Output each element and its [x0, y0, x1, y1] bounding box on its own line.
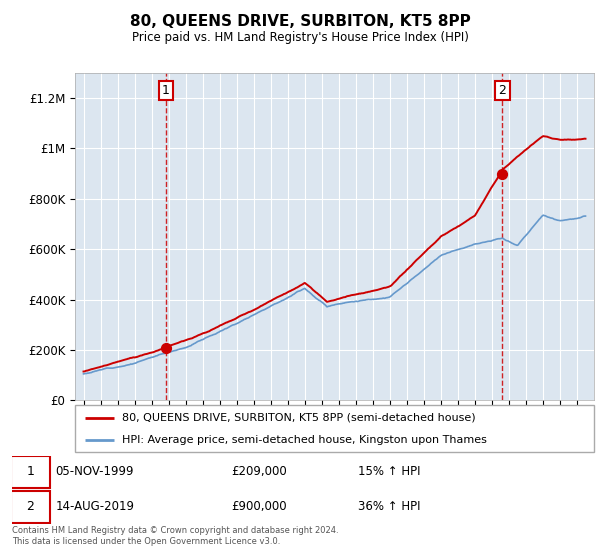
Text: HPI: Average price, semi-detached house, Kingston upon Thames: HPI: Average price, semi-detached house,… — [122, 435, 487, 445]
Text: 14-AUG-2019: 14-AUG-2019 — [55, 500, 134, 514]
Text: 1: 1 — [26, 465, 34, 478]
Text: 80, QUEENS DRIVE, SURBITON, KT5 8PP: 80, QUEENS DRIVE, SURBITON, KT5 8PP — [130, 14, 470, 29]
Point — [161, 343, 171, 352]
Text: Price paid vs. HM Land Registry's House Price Index (HPI): Price paid vs. HM Land Registry's House … — [131, 31, 469, 44]
Text: 2: 2 — [499, 84, 506, 97]
FancyBboxPatch shape — [11, 491, 50, 522]
Text: 80, QUEENS DRIVE, SURBITON, KT5 8PP (semi-detached house): 80, QUEENS DRIVE, SURBITON, KT5 8PP (sem… — [122, 413, 475, 423]
FancyBboxPatch shape — [75, 405, 594, 452]
Text: 2: 2 — [26, 500, 34, 514]
Point — [497, 169, 507, 178]
Text: 36% ↑ HPI: 36% ↑ HPI — [358, 500, 420, 514]
FancyBboxPatch shape — [11, 456, 50, 488]
Text: £209,000: £209,000 — [231, 465, 287, 478]
Text: £900,000: £900,000 — [231, 500, 287, 514]
Text: 05-NOV-1999: 05-NOV-1999 — [55, 465, 134, 478]
Text: 1: 1 — [162, 84, 170, 97]
Text: Contains HM Land Registry data © Crown copyright and database right 2024.
This d: Contains HM Land Registry data © Crown c… — [12, 526, 338, 546]
Text: 15% ↑ HPI: 15% ↑ HPI — [358, 465, 420, 478]
